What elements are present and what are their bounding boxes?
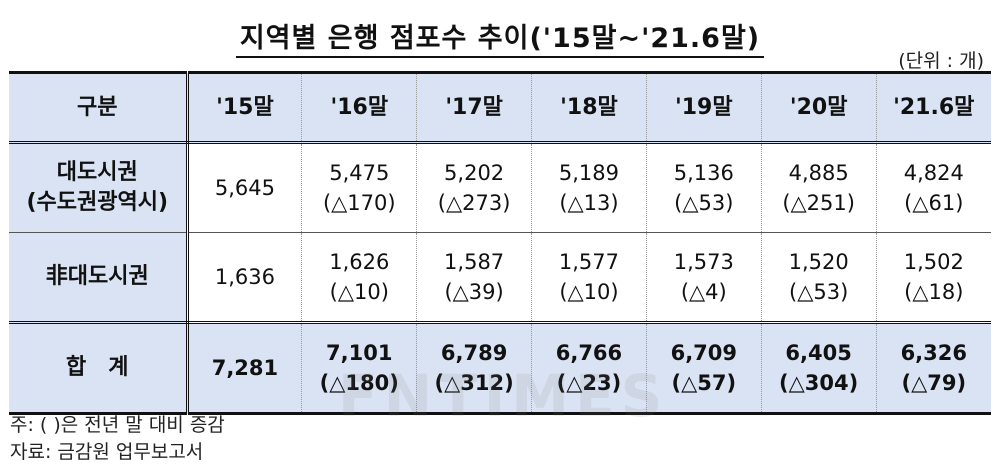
table-cell: 1,636 [186, 232, 302, 324]
cell-change: (△170) [322, 191, 396, 215]
table-cell: 1,577 (△10) [531, 232, 647, 324]
cell-value: 7,101 [326, 341, 393, 365]
table-cell: 5,645 [186, 142, 302, 233]
cell-value: 1,626 [329, 250, 390, 274]
cell-value: 1,636 [214, 265, 275, 289]
cell-value: 5,645 [214, 176, 275, 200]
header-period: '21.6말 [875, 71, 991, 144]
header-category: 구분 [9, 71, 189, 144]
table-cell: 6,766 (△23) [531, 322, 647, 415]
cell-value: 1,587 [444, 250, 505, 274]
cell-change: (△13) [559, 191, 619, 215]
table-row: 합 계 7,281 7,101 (△180) 6,789 (△312) 6,766 (△23)… [9, 322, 991, 415]
cell-value: 1,502 [903, 250, 964, 274]
header-period: '18말 [531, 71, 647, 144]
cell-value: 1,577 [558, 250, 620, 274]
cell-change: (△4) [680, 280, 727, 304]
cell-change: (△53) [674, 191, 734, 215]
table-cell: 6,789 (△312) [416, 322, 532, 415]
table-cell: 5,189 (△13) [531, 142, 647, 233]
branch-count-table: 구분 '15말 '16말 '17말 '18말 '19말 '20말 '21.6말 … [9, 71, 991, 415]
cell-change: (△10) [559, 280, 619, 304]
cell-value: 4,885 [788, 161, 849, 185]
cell-change: (△180) [319, 371, 399, 395]
cell-value: 6,709 [670, 341, 738, 365]
header-period: '17말 [416, 71, 532, 144]
footnotes: 주: ( )은 전년 말 대비 증감 자료: 금감원 업무보고서 [10, 412, 225, 466]
row-category: 합 계 [9, 322, 189, 415]
header-period: '15말 [186, 71, 302, 144]
table-cell: 6,709 (△57) [645, 322, 762, 415]
cell-value: 4,824 [903, 161, 964, 185]
cell-value: 6,405 [785, 341, 852, 365]
table-cell: 4,885 (△251) [760, 142, 877, 233]
cell-value: 6,789 [440, 341, 508, 365]
row-category: 非대도시권 [9, 232, 189, 324]
row-category-label: 합 계 [66, 355, 129, 380]
row-category-label: 非대도시권 [45, 264, 149, 289]
cell-value: 5,136 [673, 161, 734, 185]
table-row: 대도시권 (수도권광역시) 5,645 5,475 (△170) 5,202 (△273) 5… [9, 142, 991, 233]
cell-change: (△39) [444, 280, 504, 304]
cell-value: 6,766 [555, 341, 623, 365]
watermark-logo: FNTIMES [338, 362, 669, 430]
note-source: 자료: 금감원 업무보고서 [10, 441, 204, 463]
cell-value: 5,189 [558, 161, 620, 185]
table-cell: 5,475 (△170) [301, 142, 417, 233]
table-cell: 6,326 (△79) [875, 322, 991, 415]
cell-change: (△304) [779, 371, 859, 395]
cell-value: 1,520 [788, 250, 849, 274]
cell-change: (△18) [904, 280, 964, 304]
header-period: '20말 [760, 71, 877, 144]
cell-change: (△23) [556, 371, 622, 395]
row-category-sublabel: (수도권광역시) [26, 190, 169, 215]
cell-change: (△273) [437, 191, 511, 215]
cell-change: (△53) [789, 280, 849, 304]
cell-change: (△79) [901, 371, 967, 395]
row-category: 대도시권 (수도권광역시) [9, 142, 189, 233]
table-cell: 1,573 (△4) [645, 232, 762, 324]
unit-label: (단위 : 개) [898, 50, 984, 72]
cell-change: (△251) [782, 191, 855, 215]
table-cell: 1,626 (△10) [301, 232, 417, 324]
cell-value: 5,475 [329, 161, 390, 185]
table-cell: 1,587 (△39) [416, 232, 532, 324]
cell-change: (△57) [671, 371, 737, 395]
note-change: 주: ( )은 전년 말 대비 증감 [10, 414, 225, 436]
table-cell: 4,824 (△61) [875, 142, 991, 233]
cell-value: 6,326 [900, 341, 967, 365]
cell-change: (△61) [904, 191, 964, 215]
header-period: '19말 [645, 71, 762, 144]
cell-value: 5,202 [444, 161, 505, 185]
cell-change: (△10) [329, 280, 389, 304]
header-period: '16말 [301, 71, 417, 144]
cell-change: (△312) [434, 371, 514, 395]
table-cell: 1,520 (△53) [760, 232, 877, 324]
table-cell: 7,281 [186, 322, 302, 415]
row-category-label: 대도시권 [56, 160, 138, 185]
cell-value: 7,281 [211, 356, 279, 380]
table-title: 지역별 은행 점포수 추이('15말~'21.6말) [0, 16, 1000, 58]
table-cell: 1,502 (△18) [875, 232, 991, 324]
table-cell: 7,101 (△180) [301, 322, 417, 415]
table-row: 非대도시권 1,636 1,626 (△10) 1,587 (△39) 1,577 (△10)… [9, 232, 991, 324]
header-row: 구분 '15말 '16말 '17말 '18말 '19말 '20말 '21.6말 [9, 71, 991, 144]
table-cell: 5,202 (△273) [416, 142, 532, 233]
cell-value: 1,573 [673, 250, 734, 274]
table-cell: 5,136 (△53) [645, 142, 762, 233]
table-cell: 6,405 (△304) [760, 322, 877, 415]
